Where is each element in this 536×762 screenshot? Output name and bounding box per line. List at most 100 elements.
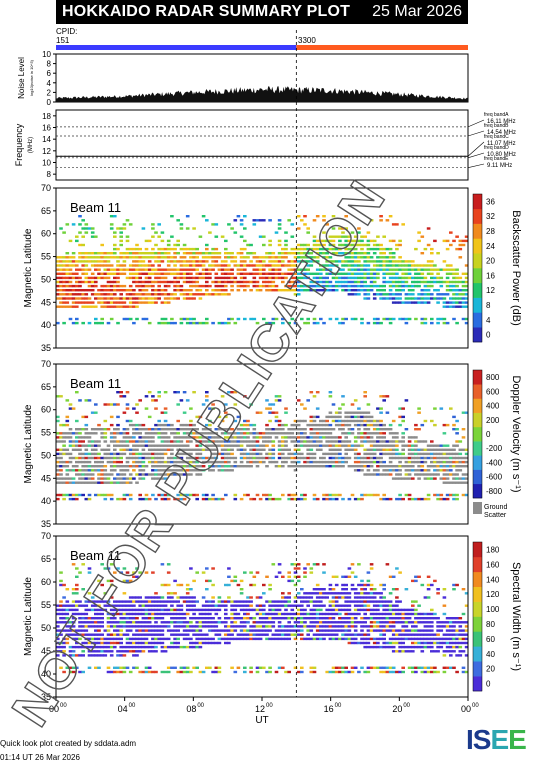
scatter-cell: [62, 584, 66, 586]
scatter-cell: [455, 273, 459, 275]
scatter-cell: [138, 613, 142, 615]
scatter-cell: [246, 617, 250, 619]
scatter-cell: [66, 449, 70, 451]
scatter-cell: [123, 428, 127, 430]
scatter-cell: [107, 671, 111, 673]
scatter-cell: [459, 306, 463, 308]
scatter-cell: [360, 412, 364, 414]
scatter-cell: [221, 277, 225, 279]
scatter-cell: [335, 600, 339, 602]
scatter-cell: [294, 584, 298, 586]
scatter-cell: [75, 461, 79, 463]
scatter-cell: [259, 219, 263, 221]
scatter-cell: [253, 285, 257, 287]
scatter-cell: [157, 277, 161, 279]
scatter-cell: [310, 571, 314, 573]
scatter-cell: [272, 273, 276, 275]
scatter-cell: [62, 231, 66, 233]
scatter-cell: [408, 277, 412, 279]
scatter-cell: [329, 621, 333, 623]
scatter-cell: [183, 289, 187, 291]
scatter-cell: [224, 634, 228, 636]
scatter-cell: [142, 428, 146, 430]
scatter-cell: [395, 498, 399, 500]
scatter-cell: [113, 244, 117, 246]
scatter-cell: [123, 650, 127, 652]
scatter-cell: [132, 646, 136, 648]
scatter-cell: [316, 465, 320, 467]
scatter-cell: [360, 642, 364, 644]
scatter-cell: [389, 281, 393, 283]
scatter-cell: [376, 457, 380, 459]
scatter-cell: [411, 277, 415, 279]
scatter-cell: [227, 596, 231, 598]
scatter-cell: [230, 613, 234, 615]
scatter-cell: [297, 609, 301, 611]
scatter-cell: [202, 634, 206, 636]
scatter-cell: [72, 273, 76, 275]
scatter-cell: [443, 424, 447, 426]
scatter-cell: [389, 629, 393, 631]
scatter-cell: [459, 240, 463, 242]
scatter-cell: [414, 440, 418, 442]
scatter-cell: [135, 638, 139, 640]
scatter-cell: [351, 613, 355, 615]
scatter-cell: [297, 498, 301, 500]
scatter-cell: [329, 428, 333, 430]
scatter-cell: [164, 428, 168, 430]
scatter-cell: [294, 461, 298, 463]
scatter-cell: [335, 461, 339, 463]
scatter-cell: [386, 629, 390, 631]
scatter-cell: [81, 293, 85, 295]
scatter-cell: [129, 256, 133, 258]
scatter-cell: [379, 252, 383, 254]
scatter-cell: [230, 465, 234, 467]
scatter-cell: [66, 465, 70, 467]
scatter-cell: [421, 293, 425, 295]
scatter-cell: [56, 436, 60, 438]
scatter-cell: [363, 609, 367, 611]
scatter-cell: [297, 227, 301, 229]
scatter-cell: [189, 293, 193, 295]
scatter-cell: [167, 609, 171, 611]
scatter-cell: [227, 576, 231, 578]
scatter-cell: [113, 453, 117, 455]
scatter-cell: [392, 646, 396, 648]
scatter-cell: [123, 498, 127, 500]
scatter-cell: [392, 277, 396, 279]
scatter-cell: [300, 440, 304, 442]
scatter-cell: [443, 318, 447, 320]
scatter-cell: [75, 269, 79, 271]
scatter-cell: [338, 494, 342, 496]
scatter-cell: [59, 449, 63, 451]
colorbar-tick-label: 0: [486, 331, 491, 340]
scatter-cell: [376, 617, 380, 619]
scatter-cell: [218, 289, 222, 291]
scatter-cell: [211, 596, 215, 598]
scatter-cell: [180, 613, 184, 615]
scatter-cell: [405, 399, 409, 401]
scatter-cell: [268, 277, 272, 279]
scatter-cell: [332, 638, 336, 640]
scatter-cell: [379, 248, 383, 250]
scatter-cell: [110, 650, 114, 652]
scatter-cell: [382, 625, 386, 627]
scatter-cell: [436, 281, 440, 283]
scatter-cell: [97, 465, 101, 467]
scatter-cell: [306, 613, 310, 615]
scatter-cell: [443, 449, 447, 451]
scatter-cell: [351, 416, 355, 418]
scatter-cell: [291, 432, 295, 434]
scatter-cell: [424, 248, 428, 250]
scatter-cell: [310, 449, 314, 451]
scatter-cell: [414, 498, 418, 500]
freq-band-name: freq bandE: [484, 156, 509, 162]
scatter-cell: [85, 482, 89, 484]
scatter-cell: [176, 621, 180, 623]
scatter-cell: [75, 293, 79, 295]
scatter-cell: [379, 285, 383, 287]
scatter-cell: [186, 322, 190, 324]
scatter-cell: [440, 461, 444, 463]
scatter-cell: [94, 277, 98, 279]
scatter-cell: [386, 281, 390, 283]
